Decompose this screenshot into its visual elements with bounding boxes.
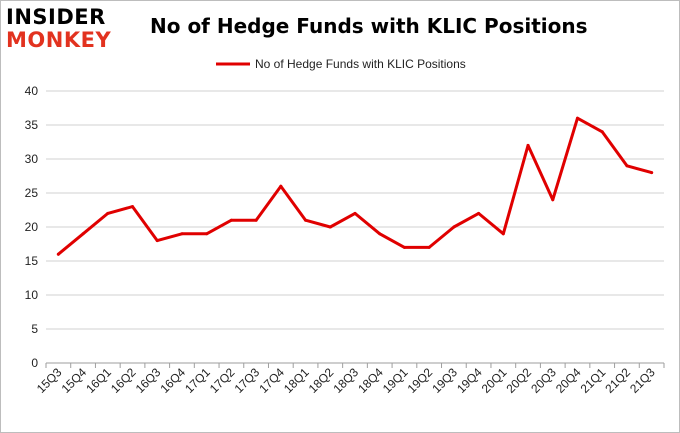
data-point: [650, 171, 654, 175]
x-tick-label: 15Q4: [59, 365, 90, 396]
x-tick-label: 21Q1: [578, 365, 609, 396]
chart-title: No of Hedge Funds with KLIC Positions: [150, 14, 588, 38]
x-tick-label: 16Q4: [157, 365, 188, 396]
y-tick-label: 10: [25, 288, 39, 302]
x-tick-label: 20Q1: [479, 365, 510, 396]
data-point: [501, 232, 505, 236]
data-point: [304, 218, 308, 222]
x-tick-label: 21Q3: [627, 365, 658, 396]
legend-label: No of Hedge Funds with KLIC Positions: [255, 57, 466, 71]
y-tick-label: 5: [31, 322, 38, 336]
x-tick-label: 17Q4: [256, 365, 287, 396]
data-point: [378, 232, 382, 236]
x-tick-label: 20Q2: [504, 365, 535, 396]
x-tick-label: 18Q2: [306, 365, 337, 396]
data-point: [131, 205, 135, 209]
insider-monkey-logo: INSIDER MONKEY: [6, 6, 130, 56]
data-point: [600, 130, 604, 134]
data-point: [155, 239, 159, 243]
series-group: [56, 116, 654, 256]
x-tick-label: 19Q2: [405, 365, 436, 396]
x-tick-label: 18Q1: [281, 365, 312, 396]
x-tick-label: 20Q4: [553, 365, 584, 396]
data-point: [205, 232, 209, 236]
data-point: [353, 211, 357, 215]
x-tick-label: 15Q3: [34, 365, 65, 396]
data-point: [254, 218, 258, 222]
data-point: [402, 245, 406, 249]
data-point: [477, 211, 481, 215]
series-line: [56, 116, 654, 256]
gridlines: [46, 90, 664, 364]
logo-line-insider: INSIDER: [6, 5, 106, 29]
y-tick-label: 30: [25, 152, 39, 166]
data-point: [279, 184, 283, 188]
x-axis: 15Q315Q416Q116Q216Q316Q417Q117Q217Q317Q4…: [34, 363, 665, 396]
y-tick-label: 20: [25, 220, 39, 234]
y-tick-label: 40: [25, 84, 39, 98]
data-point: [56, 252, 60, 256]
data-point: [328, 225, 332, 229]
x-tick-label: 16Q3: [133, 365, 164, 396]
x-tick-label: 21Q2: [602, 365, 633, 396]
x-tick-label: 20Q3: [528, 365, 559, 396]
x-tick-label: 18Q3: [330, 365, 361, 396]
y-tick-label: 35: [25, 118, 39, 132]
y-axis: 0 5 10 15 20 25 30 35 40: [25, 84, 39, 370]
data-point: [427, 245, 431, 249]
y-tick-label: 0: [31, 356, 38, 370]
x-tick-label: 18Q4: [355, 365, 386, 396]
y-tick-label: 15: [25, 254, 39, 268]
data-point: [551, 198, 555, 202]
data-point: [452, 225, 456, 229]
data-point: [229, 218, 233, 222]
x-tick-label: 16Q2: [108, 365, 139, 396]
x-tick-label: 19Q3: [429, 365, 460, 396]
data-point: [81, 232, 85, 236]
data-point: [106, 211, 110, 215]
y-tick-label: 25: [25, 186, 39, 200]
x-tick-label: 16Q1: [83, 365, 114, 396]
x-tick-label: 17Q2: [207, 365, 238, 396]
x-tick-label: 19Q4: [454, 365, 485, 396]
data-point: [575, 116, 579, 120]
data-point: [526, 143, 530, 147]
logo-line-monkey: MONKEY: [6, 28, 112, 52]
x-tick-label: 19Q1: [380, 365, 411, 396]
x-tick-label: 17Q1: [182, 365, 213, 396]
data-point: [180, 232, 184, 236]
data-point: [625, 164, 629, 168]
legend: No of Hedge Funds with KLIC Positions: [216, 57, 466, 71]
x-tick-label: 17Q3: [232, 365, 263, 396]
